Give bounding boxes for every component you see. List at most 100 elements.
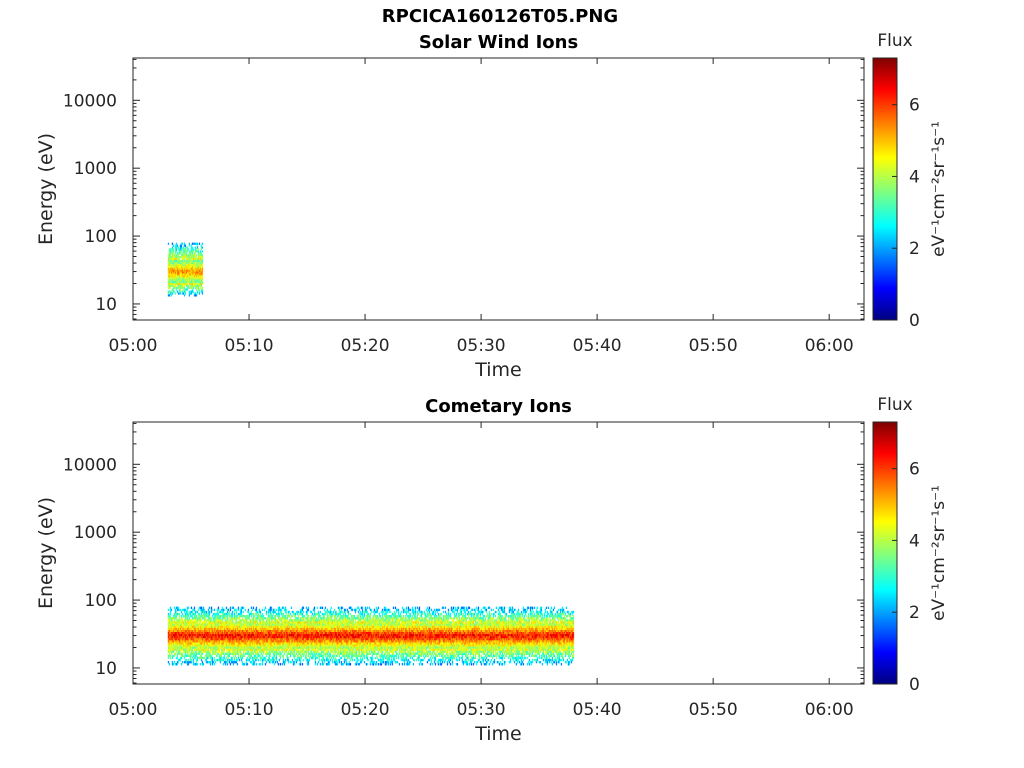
heatmap-cell: [301, 625, 304, 628]
heatmap-cell: [343, 619, 346, 622]
heatmap-cell: [171, 654, 174, 658]
heatmap-cell: [346, 637, 349, 641]
heatmap-cell: [296, 646, 299, 649]
heatmap-cell: [175, 633, 178, 637]
heatmap-cell: [188, 617, 191, 620]
heatmap-cell: [170, 648, 173, 651]
heatmap-cell: [176, 656, 179, 660]
heatmap-cell: [281, 627, 284, 630]
heatmap-cell: [197, 267, 200, 270]
heatmap-cell: [197, 265, 200, 268]
heatmap-cell: [232, 621, 235, 624]
heatmap-cell: [210, 648, 213, 651]
heatmap-cell: [287, 623, 290, 626]
heatmap-cell: [174, 623, 177, 626]
heatmap-cell: [227, 621, 230, 624]
heatmap-cell: [313, 621, 316, 624]
heatmap-cell: [182, 282, 185, 286]
heatmap-cell: [261, 617, 264, 620]
heatmap-cell: [235, 644, 238, 647]
heatmap-cell: [232, 663, 235, 666]
heatmap-cell: [208, 627, 211, 630]
heatmap-cell: [246, 650, 249, 653]
heatmap-cell: [200, 290, 203, 293]
heatmap-cell: [191, 273, 194, 276]
heatmap-cell: [193, 648, 196, 651]
heatmap-cell: [300, 627, 303, 630]
heatmap-cell: [348, 648, 351, 651]
heatmap-cell: [221, 617, 224, 620]
heatmap-cell: [194, 269, 197, 272]
heatmap-cell: [231, 625, 234, 628]
heatmap-cell: [224, 652, 227, 655]
heatmap-cell: [328, 640, 331, 643]
heatmap-cell: [333, 625, 336, 628]
heatmap-cell: [284, 629, 287, 633]
heatmap-cell: [344, 612, 347, 616]
heatmap-cell: [261, 631, 264, 635]
heatmap-cell: [309, 621, 312, 624]
heatmap-cell: [215, 612, 218, 616]
heatmap-cell: [208, 654, 211, 658]
heatmap-cell: [195, 254, 198, 257]
heatmap-cell: [274, 650, 277, 653]
heatmap-cell: [225, 648, 228, 651]
heatmap-cell: [237, 621, 240, 624]
heatmap-cell: [259, 646, 262, 649]
heatmap-cell: [201, 271, 204, 274]
heatmap-cell: [279, 617, 282, 620]
heatmap-cell: [312, 640, 315, 643]
heatmap-cell: [275, 648, 278, 651]
heatmap-cell: [319, 654, 322, 658]
heatmap-cell: [206, 642, 209, 645]
heatmap-cell: [286, 625, 289, 628]
heatmap-cell: [322, 654, 325, 658]
heatmap-cell: [343, 633, 346, 637]
heatmap-cell: [338, 646, 341, 649]
heatmap-cell: [177, 261, 180, 264]
heatmap-cell: [192, 658, 195, 662]
heatmap-cell: [252, 660, 255, 664]
heatmap-cell: [193, 617, 196, 620]
heatmap-cell: [249, 623, 252, 626]
heatmap-cell: [294, 646, 297, 649]
heatmap-cell: [205, 623, 208, 626]
heatmap-cell: [333, 623, 336, 626]
heatmap-cell: [229, 617, 232, 620]
heatmap-cell: [206, 656, 209, 660]
heatmap-cell: [346, 631, 349, 635]
heatmap-cell: [342, 612, 345, 616]
heatmap-cell: [207, 627, 210, 630]
heatmap-cell: [308, 635, 311, 639]
heatmap-cell: [323, 633, 326, 637]
heatmap-cell: [238, 629, 241, 633]
heatmap-cell: [299, 610, 302, 614]
heatmap-cell: [192, 642, 195, 645]
heatmap-cell: [252, 635, 255, 639]
heatmap-cell: [231, 652, 234, 655]
heatmap-cell: [185, 619, 188, 622]
heatmap-cell: [332, 652, 335, 655]
heatmap-cell: [196, 640, 199, 643]
heatmap-cell: [170, 623, 173, 626]
heatmap-cell: [196, 617, 199, 620]
heatmap-cell: [342, 646, 345, 649]
heatmap-cell: [253, 642, 256, 645]
heatmap-cell: [236, 637, 239, 641]
heatmap-cell: [337, 614, 340, 618]
heatmap-cell: [178, 284, 181, 287]
heatmap-cell: [177, 621, 180, 624]
heatmap-cell: [273, 642, 276, 645]
heatmap-cell: [178, 265, 181, 268]
heatmap-cell: [176, 257, 179, 261]
heatmap-cell: [227, 658, 230, 662]
heatmap-cell: [199, 273, 202, 276]
heatmap-cell: [307, 650, 310, 653]
heatmap-cell: [172, 614, 175, 618]
heatmap-cell: [278, 633, 281, 637]
heatmap-cell: [183, 248, 186, 251]
heatmap-cell: [312, 621, 315, 624]
heatmap-cell: [192, 248, 195, 251]
heatmap-cell: [198, 273, 201, 276]
heatmap-cell: [207, 625, 210, 628]
